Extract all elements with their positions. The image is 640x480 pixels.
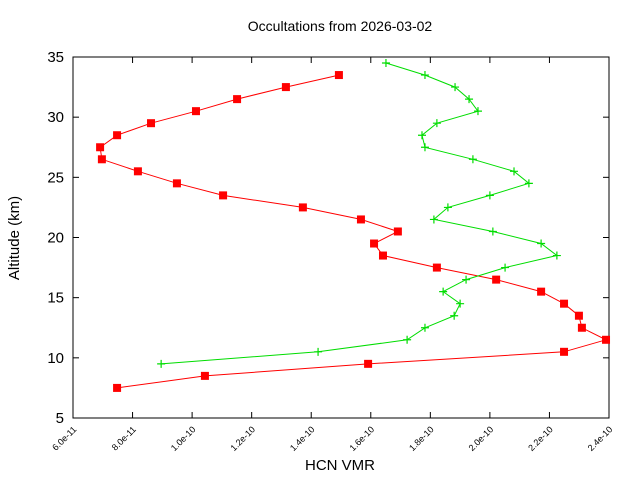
plot-border bbox=[72, 56, 610, 419]
plus-marker bbox=[157, 359, 166, 368]
square-marker bbox=[356, 215, 365, 224]
square-marker bbox=[298, 203, 307, 212]
square-marker bbox=[133, 167, 142, 176]
plot-frame bbox=[72, 56, 610, 419]
x-tick-label: 8.0e-11 bbox=[110, 424, 138, 452]
x-tick-label: 2.0e-10 bbox=[467, 424, 496, 453]
square-marker bbox=[577, 323, 586, 332]
y-tick-label: 5 bbox=[56, 410, 64, 427]
x-tick-label: 1.4e-10 bbox=[288, 424, 317, 453]
square-marker bbox=[113, 383, 122, 392]
plus-marker bbox=[420, 143, 429, 152]
square-marker bbox=[172, 179, 181, 188]
y-tick-label: 35 bbox=[47, 49, 64, 66]
plus-marker bbox=[552, 251, 561, 260]
square-marker bbox=[432, 263, 441, 272]
square-marker bbox=[393, 227, 402, 236]
square-marker bbox=[370, 239, 379, 248]
x-tick-label: 1.8e-10 bbox=[407, 424, 436, 453]
plus-marker bbox=[450, 311, 459, 320]
y-tick-label: 25 bbox=[47, 169, 64, 186]
plus-marker bbox=[403, 335, 412, 344]
plus-marker bbox=[465, 95, 474, 104]
series-line bbox=[99, 74, 608, 389]
plus-marker bbox=[432, 119, 441, 128]
plus-marker bbox=[462, 275, 471, 284]
square-marker bbox=[334, 71, 343, 80]
square-marker bbox=[219, 191, 228, 200]
series-layer bbox=[96, 59, 611, 392]
plus-marker bbox=[381, 59, 390, 68]
x-tick-label: 6.0e-11 bbox=[50, 424, 78, 452]
y-axis-label: Altitude (km) bbox=[6, 196, 23, 280]
square-marker bbox=[96, 143, 105, 152]
y-tick-label: 10 bbox=[47, 350, 64, 367]
square-marker bbox=[537, 287, 546, 296]
plus-marker bbox=[443, 203, 452, 212]
chart-title: Occultations from 2026-03-02 bbox=[248, 18, 433, 34]
plus-marker bbox=[314, 347, 323, 356]
square-marker bbox=[364, 359, 373, 368]
square-marker bbox=[492, 275, 501, 284]
x-tick-label: 1.0e-10 bbox=[169, 424, 198, 453]
square-marker bbox=[560, 347, 569, 356]
plus-marker bbox=[501, 263, 510, 272]
plus-marker bbox=[524, 179, 533, 188]
plus-marker bbox=[485, 191, 494, 200]
series-line bbox=[161, 62, 559, 365]
x-axis-ticks: 6.0e-11 8.0e-11 1.0e-10 1.2e-10 1.4e-10 1.6e-… bbox=[50, 57, 614, 453]
square-marker bbox=[378, 251, 387, 260]
plus-marker bbox=[488, 227, 497, 236]
x-tick-label: 1.6e-10 bbox=[348, 424, 377, 453]
plus-marker bbox=[456, 299, 465, 308]
plus-marker bbox=[420, 71, 429, 80]
square-marker bbox=[200, 371, 209, 380]
plus-marker bbox=[420, 323, 429, 332]
plus-marker bbox=[429, 215, 438, 224]
x-tick-label: 2.2e-10 bbox=[526, 424, 555, 453]
plus-marker bbox=[473, 107, 482, 116]
series-occultation-1 bbox=[96, 71, 611, 392]
y-tick-label: 20 bbox=[47, 230, 64, 247]
y-tick-label: 15 bbox=[47, 290, 64, 307]
series-occultation-2 bbox=[157, 59, 561, 368]
square-marker bbox=[97, 155, 106, 164]
y-axis-ticks: 5 10 15 20 25 30 35 bbox=[47, 49, 609, 427]
plus-marker bbox=[537, 239, 546, 248]
square-marker bbox=[191, 107, 200, 116]
square-marker bbox=[602, 335, 611, 344]
square-marker bbox=[560, 299, 569, 308]
y-tick-label: 30 bbox=[47, 109, 64, 126]
square-marker bbox=[147, 119, 156, 128]
plus-marker bbox=[439, 287, 448, 296]
plus-marker bbox=[468, 155, 477, 164]
x-tick-label: 1.2e-10 bbox=[228, 424, 257, 453]
square-marker bbox=[113, 131, 122, 140]
square-marker bbox=[233, 95, 242, 104]
plus-marker bbox=[510, 167, 519, 176]
plus-marker bbox=[451, 83, 460, 92]
x-tick-label: 2.4e-10 bbox=[586, 424, 615, 453]
square-marker bbox=[281, 83, 290, 92]
plus-marker bbox=[417, 131, 426, 140]
square-marker bbox=[574, 311, 583, 320]
x-axis-label: HCN VMR bbox=[305, 457, 375, 474]
